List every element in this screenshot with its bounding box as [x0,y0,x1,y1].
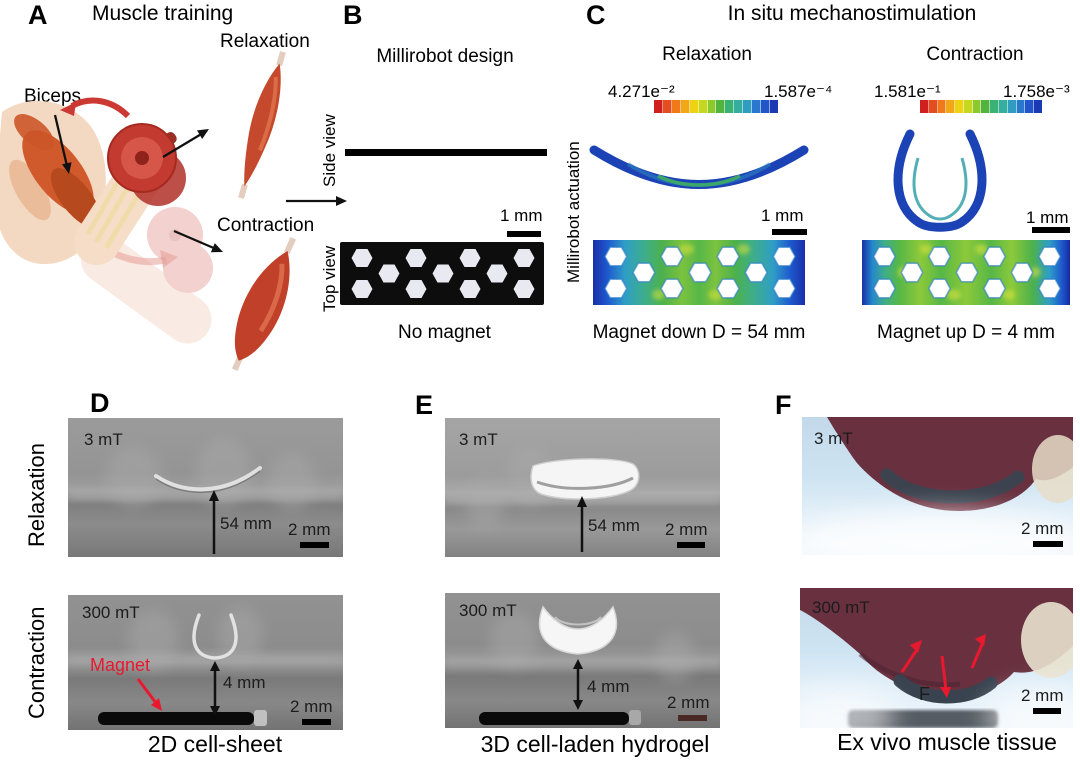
hydrogel-contracted [538,605,618,655]
panel-b-letter: B [343,0,363,30]
magnet-down-caption: Magnet down D = 54 mm [592,322,806,343]
magnet-clamp [629,710,641,725]
scalebar-label: 2 mm [665,520,708,539]
fea-contraction-top-view [862,240,1070,305]
caption-3d-hydrogel: 3D cell-laden hydrogel [480,731,710,757]
panel-b-title: Millirobot design [376,46,514,67]
scalebar [1033,541,1063,547]
millirobot-top-view-design [340,242,544,305]
relaxation-label-a: Relaxation [220,31,310,52]
robot-contracting-tissue [893,674,998,704]
curl-motion-arrow [70,97,131,119]
panel-e-letter: E [415,390,434,420]
panel-f-letter: F [775,390,792,420]
distance-label: 4 mm [587,677,630,696]
scalebar-label-c-relax: 1 mm [761,206,804,225]
photo-e2-overlay [538,605,618,710]
muscle-tissue [800,588,1073,697]
side-view-label: Side view [320,114,339,188]
force-label: F [919,684,930,704]
distance-label: 4 mm [223,673,266,692]
annotation-arrows [53,114,339,251]
field-strength-label: 300 mT [459,601,517,620]
scalebar-c-relax [772,229,807,235]
cell-sheet-robot-relaxed [154,466,262,492]
scalebar-label: 2 mm [667,693,710,712]
panel-a-letter: A [28,0,48,30]
relaxed-muscle [238,51,286,199]
photo-muscle-tissue-relaxation: 3 mT 2 mm [802,417,1073,555]
field-strength-label: 3 mT [814,429,853,448]
fea-relaxation-side-view [589,145,809,189]
photo-e1-overlay [530,458,640,552]
colorbar-contract-max: 1.581e⁻¹ [874,82,941,101]
photo-d2-overlay [136,613,238,716]
photo-d1-overlay [154,466,262,554]
colorbar-relaxation [654,100,778,113]
fea-relaxation-top-view [593,240,805,305]
distance-label: 54 mm [220,514,272,533]
scalebar [302,719,331,725]
photo-f1-overlay [827,417,1073,511]
scalebar [678,715,707,721]
cell-sheet-robot-contracted [192,613,238,660]
scalebar-b [507,231,541,237]
millirobot-side-view-flat [345,149,547,156]
caption-2d-cell-sheet: 2D cell-sheet [147,731,283,757]
scalebar-label: 2 mm [1021,519,1064,538]
panel-c-title: In situ mechanostimulation [727,2,977,25]
no-magnet-caption: No magnet [398,322,491,343]
photo-hydrogel-contraction: 300 mT 4 mm 2 mm [445,593,720,728]
caption-ex-vivo: Ex vivo muscle tissue [837,729,1057,755]
flexed-arm [0,100,165,265]
muscle-training-illustration [0,51,347,371]
millirobot-actuation-axis-label: Millirobot actuation [564,141,583,283]
contraction-label-a: Contraction [217,215,315,236]
panel-a-title: Muscle training [92,2,234,25]
photo-hydrogel-relaxation: 3 mT 54 mm 2 mm [445,418,720,557]
scalebar-c-contract [1032,227,1070,233]
field-strength-label: 3 mT [459,430,498,449]
panel-c-letter: C [586,0,606,30]
scalebar [1033,708,1061,714]
colorbar-contract-min: 1.758e⁻³ [1003,82,1070,101]
scalebar [677,542,705,548]
relaxation-column-label: Relaxation [662,44,752,65]
magnet-clamp [254,710,267,726]
colorbar-relax-max: 4.271e⁻² [608,82,675,101]
colorbar-relax-min: 1.587e⁻⁴ [764,82,833,101]
distance-label: 54 mm [588,516,640,535]
field-strength-label: 3 mT [84,430,123,449]
row-contraction-label: Contraction [24,606,49,720]
scalebar-label-c-contract: 1 mm [1026,208,1069,227]
scalebar [300,542,329,548]
fea-contraction-side-view [893,129,987,232]
scalebar-label-b: 1 mm [500,206,543,225]
scalebar-label: 2 mm [288,520,331,539]
ghost-arm [80,207,213,344]
scalebar-label: 2 mm [290,697,333,716]
photo-muscle-tissue-contraction: 300 mT F 2 mm [800,588,1073,728]
hydrogel-relaxed [530,458,640,500]
contraction-column-label: Contraction [926,44,1024,65]
force-arrows [900,641,985,691]
panel-d-letter: D [90,388,110,418]
photo-2d-sheet-relaxation: 3 mT 54 mm 2 mm [68,418,343,557]
field-strength-label: 300 mT [812,598,870,617]
magnet-label: Magnet [90,655,151,675]
field-strength-label: 300 mT [82,603,140,622]
magnet-pointer-arrow [136,678,158,704]
dumbbell [107,123,186,206]
top-view-label: Top view [320,245,339,313]
colorbar-contraction [920,100,1042,113]
row-relaxation-label: Relaxation [24,443,49,547]
magnet-bar [479,712,629,725]
photo-2d-sheet-contraction: 300 mT Magnet 4 mm 2 mm [68,595,343,730]
magnet-up-caption: Magnet up D = 4 mm [877,322,1055,343]
robot-on-tissue [880,468,1025,504]
scalebar-label: 2 mm [1021,686,1064,705]
contracted-muscle [231,237,297,371]
